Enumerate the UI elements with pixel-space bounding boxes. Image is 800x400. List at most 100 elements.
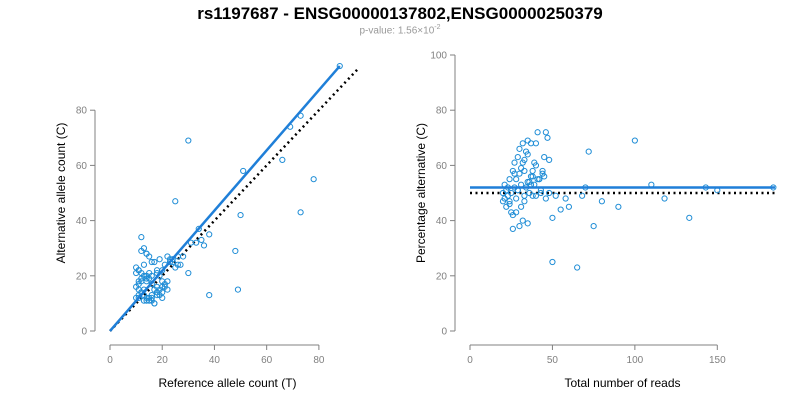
right-plot-point xyxy=(511,159,518,166)
right-plot-point xyxy=(529,167,536,175)
right-plot-point xyxy=(513,209,520,216)
right-plot-point xyxy=(524,151,531,158)
left-plot-y-tick-label: 80 xyxy=(76,106,88,117)
left-plot-point xyxy=(151,286,158,293)
pvalue-text: p-value: 1.56×10 xyxy=(359,25,435,37)
right-plot-y-tick-label: 40 xyxy=(436,216,448,227)
right-plot-point xyxy=(513,176,520,183)
left-plot-point xyxy=(234,286,242,293)
left-plot-point xyxy=(143,278,150,285)
left-plot-point xyxy=(172,264,179,271)
left-plot-point xyxy=(185,269,192,277)
left-plot-x-label: Reference allele count (T) xyxy=(158,376,296,390)
left-plot-x-tick-label: 60 xyxy=(261,355,273,366)
right-plot-point xyxy=(516,223,523,230)
left-plot-point xyxy=(138,247,145,255)
right-plot-x-tick-label: 100 xyxy=(627,355,644,366)
right-plot-point xyxy=(565,203,573,210)
left-plot-point xyxy=(177,261,184,268)
right-plot-point xyxy=(549,258,556,266)
right-plot-point xyxy=(521,167,528,175)
left-plot-point xyxy=(146,269,153,277)
right-plot-point xyxy=(527,140,535,147)
right-plot-point xyxy=(526,189,533,197)
right-plot-point xyxy=(513,195,520,202)
right-plot-y-tick-label: 0 xyxy=(441,327,447,338)
left-plot-point xyxy=(169,256,176,263)
right-plot-x-label: Total number of reads xyxy=(564,376,680,390)
left-plot-point xyxy=(206,292,213,299)
left-plot-point xyxy=(151,300,158,307)
left-plot-point xyxy=(138,234,145,241)
right-plot-point xyxy=(518,165,525,172)
right-plot-point xyxy=(506,200,513,208)
left-plot-point xyxy=(143,297,150,304)
right-plot-point xyxy=(574,264,581,271)
right-plot-x-tick-label: 150 xyxy=(709,355,726,366)
left-plot-fit-line xyxy=(109,65,341,332)
right-plot-y-tick-label: 80 xyxy=(436,106,448,117)
right-plot-point xyxy=(541,173,548,180)
right-plot-point xyxy=(549,214,556,221)
right-plot-point xyxy=(534,176,541,183)
right-plot-point xyxy=(506,198,513,205)
right-plot-point xyxy=(516,170,523,177)
left-plot-point xyxy=(185,137,192,144)
pvalue-exponent: -2 xyxy=(434,24,441,31)
right-plot-point xyxy=(514,154,521,161)
right-plot-point xyxy=(542,129,549,136)
left-plot-point xyxy=(153,267,161,274)
left-plot-point xyxy=(164,253,171,260)
left-plot-point xyxy=(279,156,286,163)
left-plot-x-tick-label: 80 xyxy=(313,355,325,366)
right-plot-point xyxy=(585,148,592,155)
right-plot-point xyxy=(546,189,553,197)
left-plot-point xyxy=(172,198,179,205)
left-plot-point xyxy=(143,250,150,257)
left-plot-y-label: Alternative allele count (C) xyxy=(54,123,68,264)
right-plot-point xyxy=(503,203,510,210)
right-plot-point xyxy=(521,192,528,199)
right-plot-point xyxy=(499,198,507,205)
right-plot-y-label: Percentage alternative (C) xyxy=(414,123,428,263)
right-plot-point xyxy=(615,203,622,210)
left-plot-point xyxy=(135,294,142,301)
left-plot-point xyxy=(133,264,140,271)
right-plot-point xyxy=(506,176,513,183)
right-plot-point xyxy=(544,134,551,141)
right-plot-y-tick-label: 60 xyxy=(436,161,448,172)
chart-subtitle: p-value: 1.56×10-2 xyxy=(0,24,800,36)
left-plot-point xyxy=(164,286,171,293)
right-plot-point xyxy=(590,223,597,230)
right-plot-x-tick-label: 50 xyxy=(547,355,559,366)
left-plot-point xyxy=(156,256,163,263)
left-plot-point xyxy=(140,272,148,279)
right-plot-point xyxy=(631,137,638,144)
left-plot-point xyxy=(206,231,213,238)
right-plot-point xyxy=(527,173,535,180)
right-plot-point xyxy=(539,167,546,175)
left-plot-point xyxy=(198,236,205,244)
left-plot-point xyxy=(200,242,208,249)
right-plot-point xyxy=(546,156,553,163)
right-plot-point xyxy=(519,217,526,224)
right-plot-point xyxy=(521,156,528,163)
right-plot-point xyxy=(598,198,605,205)
right-plot-point xyxy=(511,170,518,177)
chart-title: rs1197687 - ENSG00000137802,ENSG00000250… xyxy=(197,4,603,23)
left-plot-reference-line xyxy=(109,67,359,332)
left-plot-point xyxy=(240,167,247,175)
left-plot-point xyxy=(310,176,317,183)
left-plot-x-tick-label: 40 xyxy=(209,355,221,366)
left-plot-point xyxy=(159,289,166,296)
right-plot-point xyxy=(579,192,586,199)
left-plot-point xyxy=(237,211,244,219)
left-plot-x-tick-label: 20 xyxy=(157,355,169,366)
right-plot-point xyxy=(531,159,538,166)
right-plot-point xyxy=(541,154,548,161)
left-plot-point xyxy=(153,292,161,299)
left-plot-point xyxy=(148,258,155,266)
left-plot-point xyxy=(164,278,171,285)
right-plot-point xyxy=(509,211,516,219)
